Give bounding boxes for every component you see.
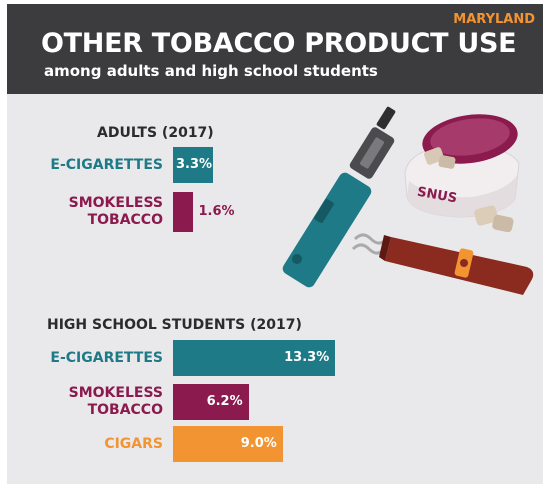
high-school-category-label-e-cigarettes: E-CIGARETTES <box>50 350 163 367</box>
category-label-line: SMOKELESS <box>68 195 163 211</box>
e-cigarette-icon <box>282 106 396 288</box>
adults-category-label-e-cigarettes: E-CIGARETTES <box>50 157 163 174</box>
tobacco-products-illustration: SNUS <box>282 106 534 295</box>
category-label-line: E-CIGARETTES <box>50 156 163 173</box>
high-school-section-title: HIGH SCHOOL STUDENTS (2017) <box>47 317 302 333</box>
high-school-bar-smokeless-tobacco <box>173 384 249 420</box>
high-school-value-label-cigars: 9.0% <box>240 436 277 451</box>
snus-label: SNUS <box>416 185 458 207</box>
cigar-icon <box>379 235 534 295</box>
high-school-bar-e-cigarettes <box>173 340 336 376</box>
adults-bar-e-cigarettes <box>173 147 214 183</box>
high-school-category-label-cigars: CIGARS <box>104 436 163 453</box>
adults-value-label-e-cigarettes: 3.3% <box>176 157 213 172</box>
adults-bar-smokeless-tobacco <box>173 192 193 232</box>
high-school-category-label-smokeless-tobacco: SMOKELESS TOBACCO <box>69 385 163 419</box>
state-label: MARYLAND <box>453 12 535 27</box>
category-label-line: CIGARS <box>104 435 163 452</box>
high-school-bar-cigars <box>173 426 283 462</box>
adults-category-label-smokeless-tobacco: SMOKELESS TOBACCO <box>69 195 163 229</box>
adults-section-title: ADULTS (2017) <box>97 125 214 141</box>
infographic-subtitle: among adults and high school students <box>44 62 378 80</box>
category-label-line: SMOKELESS <box>68 385 163 401</box>
high-school-value-label-smokeless-tobacco: 6.2% <box>206 394 243 409</box>
category-label-line: TOBACCO <box>87 402 163 418</box>
snus-tin-icon: SNUS <box>404 114 520 233</box>
infographic-title: OTHER TOBACCO PRODUCT USE <box>41 28 517 59</box>
infographic: MARYLAND OTHER TOBACCO PRODUCT USE among… <box>7 4 543 484</box>
category-label-line: TOBACCO <box>87 212 163 228</box>
category-label-line: E-CIGARETTES <box>50 349 163 366</box>
header-banner: MARYLAND OTHER TOBACCO PRODUCT USE among… <box>7 4 543 94</box>
adults-value-label-smokeless-tobacco: 1.6% <box>198 204 235 219</box>
high-school-value-label-e-cigarettes: 13.3% <box>284 350 330 365</box>
